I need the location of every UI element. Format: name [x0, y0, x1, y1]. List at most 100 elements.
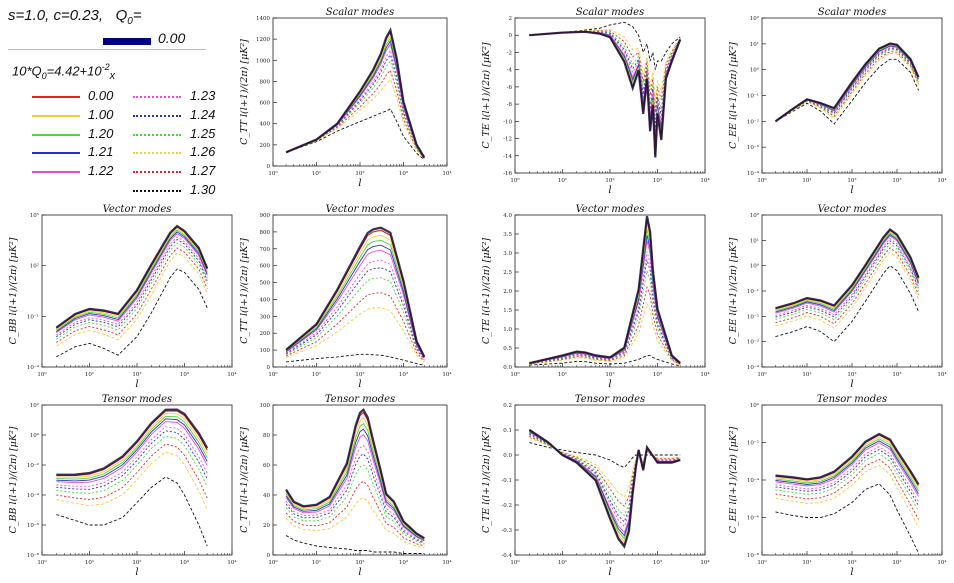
x-axis-label: l — [850, 567, 853, 578]
formula-mid: =4.42+10 — [46, 63, 102, 79]
x-tick-label: 10⁰ — [37, 559, 47, 566]
series-line-1-20 — [285, 239, 425, 358]
y-tick-label: 3.0 — [503, 251, 512, 257]
chart-title: Scalar modes — [576, 7, 645, 18]
series-line-1-26 — [775, 52, 919, 122]
y-tick-label: -8 — [507, 102, 513, 108]
series-line-1-25 — [529, 434, 681, 517]
chart-title: Vector modes — [103, 204, 172, 215]
series-line-1-27 — [529, 285, 681, 365]
series-line-1-21 — [775, 233, 919, 313]
y-tick-label: 2 — [509, 16, 513, 22]
series-line-1-30 — [529, 21, 681, 70]
y-tick-label: 20 — [263, 523, 270, 529]
formula-pre: 10*Q — [12, 63, 42, 79]
series-line-1-24 — [529, 259, 681, 365]
y-tick-label: 0 — [267, 164, 271, 170]
series-line-1-22 — [285, 249, 425, 359]
y-tick-label: 10⁰ — [750, 67, 760, 74]
series-group — [775, 228, 920, 343]
y-axis-label: C_TT l(l+1)/(2π) [μK²] — [239, 39, 250, 145]
x-tick-label: 10¹ — [558, 559, 567, 566]
x-tick-label: 10² — [605, 371, 614, 378]
plot-frame — [272, 404, 448, 556]
series-line-1-21 — [56, 231, 208, 332]
y-tick-label: 500 — [260, 281, 271, 287]
series-group — [55, 224, 209, 358]
chart-vector-te: Vector modes l C_TE l(l+1)/(2π) [μK²] 10⁰ 10… — [481, 204, 710, 390]
x-tick-label: 10⁴ — [442, 170, 452, 177]
x-axis-label: l — [608, 567, 611, 578]
y-tick-label: 10⁻⁴ — [747, 477, 760, 484]
x-tick-label: 10⁴ — [227, 559, 237, 566]
y-axis-label: C_TT l(l+1)/(2π) [μK²] — [239, 427, 250, 533]
y-tick-label: 400 — [260, 297, 271, 303]
y-axis-label: C_BB l(l+1)/(2π) [μK²] — [8, 426, 19, 533]
chart-title: Tensor modes — [817, 394, 887, 405]
x-axis-label: l — [850, 185, 853, 196]
series-group — [285, 407, 425, 554]
x-tick-label: 10⁰ — [268, 559, 278, 566]
series-line-1-25 — [56, 242, 208, 340]
series-line-envelope — [285, 226, 426, 358]
y-tick-label: 400 — [260, 122, 271, 128]
y-tick-label: 800 — [260, 79, 271, 85]
series-line-1-00 — [775, 436, 919, 489]
series-line-1-24 — [285, 453, 425, 544]
chart-scalar-tt: Scalar modes l C_TT l(l+1)/(2π) [μK²] 10⁰ 10… — [239, 7, 452, 189]
series-line-1-26 — [285, 497, 425, 549]
x-tick-label: 10⁰ — [510, 371, 520, 378]
x-tick-label: 10² — [605, 559, 614, 566]
plot-frame — [761, 17, 943, 174]
series-line-1-25 — [529, 270, 681, 365]
series-line-1-26 — [529, 302, 681, 366]
y-tick-label: -0.3 — [501, 528, 512, 534]
x-tick-label: 10² — [605, 177, 614, 184]
y-tick-label: 600 — [260, 264, 271, 270]
x-tick-label: 10³ — [892, 177, 901, 184]
y-tick-label: 10⁻⁴ — [747, 170, 760, 177]
series-line-1-30 — [775, 265, 919, 343]
series-line-envelope — [285, 27, 426, 159]
y-tick-label: 10⁻⁸ — [27, 552, 40, 559]
y-tick-label: 10¹ — [750, 41, 759, 48]
y-tick-label: 1400 — [256, 16, 270, 22]
series-line-1-26 — [775, 464, 919, 528]
chart-title: Scalar modes — [326, 7, 395, 18]
y-tick-label: -0.1 — [501, 478, 512, 484]
x-tick-label: 10¹ — [558, 371, 567, 378]
series-line-1-27 — [56, 443, 208, 500]
series-line-1-26 — [285, 78, 425, 160]
x-tick-label: 10¹ — [85, 559, 94, 566]
x-tick-label: 10³ — [892, 371, 901, 378]
series-line-1-23 — [56, 236, 208, 336]
y-tick-label: 10⁵ — [30, 212, 39, 219]
series-line-1-26 — [529, 437, 681, 498]
y-tick-label: 10⁻³ — [747, 339, 759, 346]
x-tick-label: 10³ — [399, 170, 408, 177]
series-line-1-26 — [56, 451, 208, 510]
y-tick-label: 200 — [260, 143, 271, 149]
plot-frame — [514, 17, 706, 174]
y-tick-label: 10⁻⁴ — [27, 492, 40, 499]
x-tick-label: 10⁴ — [442, 559, 452, 566]
x-tick-label: 10³ — [653, 559, 662, 566]
legend-label-1-21: 1.21 — [88, 144, 114, 160]
series-group — [285, 226, 426, 366]
x-tick-label: 10⁰ — [268, 170, 278, 177]
series-line-1-23 — [285, 259, 425, 360]
chart-scalar-te: Scalar modes l C_TE l(l+1)/(2π) [μK²] 10⁰ 10… — [481, 7, 710, 196]
series-line-1-25 — [56, 435, 208, 494]
x-tick-label: 10⁰ — [757, 559, 767, 566]
y-tick-label: 10⁻² — [747, 313, 759, 320]
x-tick-label: 10³ — [399, 559, 408, 566]
legend-swatch-1-23 — [133, 96, 181, 98]
series-line-1-27 — [529, 30, 681, 113]
y-tick-label: 100 — [260, 403, 271, 409]
y-tick-label: 40 — [263, 493, 270, 499]
x-tick-label: 10⁴ — [227, 371, 237, 378]
series-line-1-22 — [56, 421, 208, 484]
